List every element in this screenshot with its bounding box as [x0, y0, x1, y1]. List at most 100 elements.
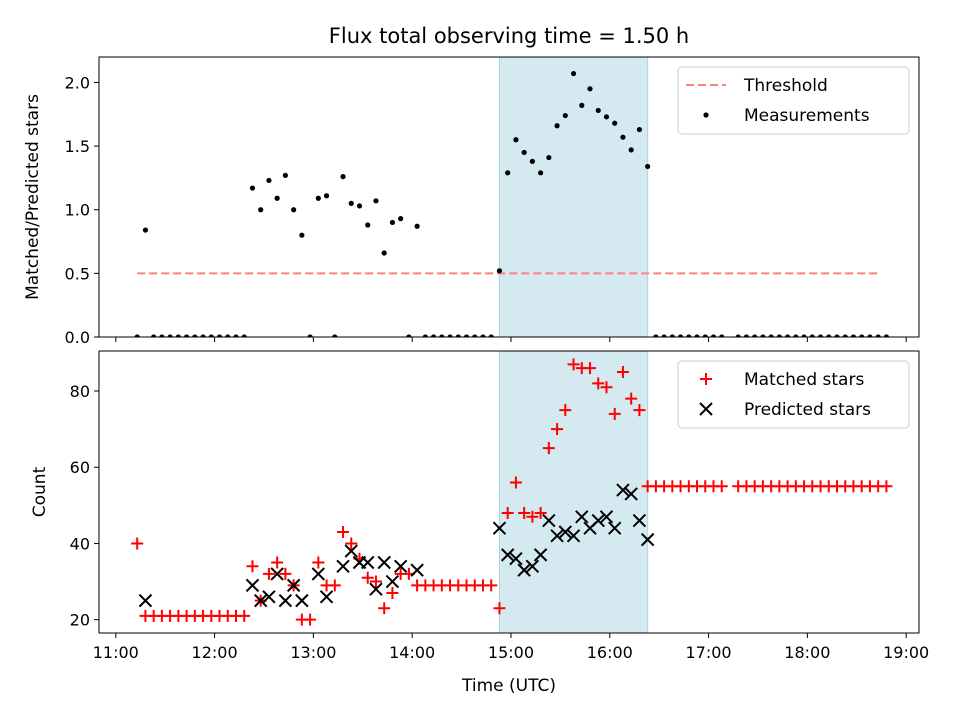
measurement-point	[603, 114, 610, 120]
matched-star-point	[608, 407, 621, 420]
predicted-star-point	[632, 513, 647, 528]
matched-legend-swatch	[700, 373, 712, 385]
measurement-point	[340, 174, 346, 180]
measurement-point	[266, 177, 272, 184]
measurement-point	[208, 334, 214, 337]
measurement-point	[356, 203, 363, 209]
measurement-point	[323, 193, 330, 199]
matched-star-point	[600, 381, 613, 394]
x-tick-label: 11:00	[93, 643, 139, 662]
measurement-point	[661, 334, 667, 337]
predicted-star-point	[640, 532, 655, 547]
measurement-point	[447, 334, 453, 337]
predicted-star-point	[492, 521, 507, 535]
measurement-point	[414, 223, 420, 229]
matched-star-point	[246, 560, 259, 573]
axes-frame	[98, 350, 920, 634]
matched-star-point	[584, 362, 597, 375]
measurement-point	[521, 149, 527, 156]
measurement-point	[817, 334, 824, 337]
matched-star-point	[304, 613, 317, 626]
matched-star-point	[880, 480, 893, 493]
matched-star-point	[551, 423, 564, 436]
matched-star-point	[279, 567, 292, 580]
measurement-point	[686, 334, 692, 337]
x-tick-label: 14:00	[389, 643, 435, 662]
matched-star-point	[493, 602, 506, 615]
predicted-star-point	[599, 510, 614, 524]
predicted-star-point	[525, 559, 540, 574]
legend-label: Predicted stars	[744, 400, 871, 420]
predicted-star-point	[500, 548, 515, 562]
measurement-point	[801, 334, 807, 337]
measurement-point	[200, 334, 206, 337]
legend-label: Threshold	[743, 76, 828, 96]
predicted-star-point	[278, 593, 293, 608]
measurement-point	[183, 334, 190, 337]
matched-star-point	[312, 556, 325, 569]
measurement-point	[735, 334, 741, 337]
legend: Threshold Measurements	[677, 66, 910, 135]
measurement-point	[315, 195, 321, 201]
measurement-point	[463, 334, 470, 337]
y-tick-label: 1.0	[65, 201, 90, 220]
measurement-point	[513, 137, 519, 143]
measurement-point	[883, 334, 889, 337]
measurement-point	[842, 334, 848, 337]
x-tick-label: 17:00	[686, 643, 732, 662]
y-tick-label: 80	[70, 382, 90, 401]
measurement-point	[496, 268, 503, 274]
plot-area	[131, 358, 893, 626]
measurement-point	[587, 86, 593, 92]
y-tick-label: 0.0	[65, 328, 90, 347]
matched-star-point	[328, 579, 341, 592]
plot-area	[134, 70, 889, 337]
measurement-point	[570, 70, 577, 77]
measurement-point	[702, 334, 708, 337]
measurement-point	[760, 334, 766, 337]
measurement-point	[480, 334, 486, 337]
measurement-point	[381, 250, 387, 256]
measurement-point	[274, 195, 280, 201]
measurement-point	[859, 334, 865, 337]
measurement-point	[299, 232, 305, 238]
matched-star-point	[262, 567, 275, 580]
predicted-star-point	[377, 555, 391, 570]
measurement-point	[365, 222, 371, 228]
predicted-star-point	[344, 544, 358, 558]
matched-star-point	[485, 579, 498, 592]
x-tick-label: 18:00	[784, 643, 830, 662]
measurement-point	[694, 334, 700, 337]
y-tick-label: 2.0	[65, 73, 90, 92]
predicted-star-point	[591, 513, 605, 528]
measurement-point	[282, 172, 288, 178]
predicted-star-point	[253, 593, 268, 608]
measurement-point	[612, 120, 618, 126]
measurement-point	[488, 334, 494, 337]
x-tick-label: 13:00	[290, 643, 336, 662]
measurement-point	[505, 170, 511, 176]
measurement-point	[439, 334, 445, 337]
measurement-point	[430, 334, 437, 337]
measurement-point	[472, 334, 478, 337]
measurement-point	[809, 334, 815, 337]
legend-label: Measurements	[744, 106, 870, 126]
y-axis-label: Matched/Predicted stars	[23, 94, 43, 300]
predicted-star-point	[616, 483, 630, 497]
measurement-point	[142, 227, 149, 233]
predicted-star-point	[558, 525, 573, 539]
measurement-point	[159, 334, 165, 337]
x-tick-label: 19:00	[883, 643, 929, 662]
predicted-star-point	[608, 521, 622, 535]
matched-star-point	[567, 358, 580, 371]
measurement-point	[628, 147, 634, 153]
measurement-point	[225, 334, 231, 337]
matched-star-point	[616, 365, 629, 378]
predicted-star-point	[517, 563, 531, 577]
measurement-point	[579, 102, 585, 108]
y-tick-label: 1.5	[65, 137, 90, 156]
measurement-point	[192, 334, 198, 337]
measurement-point	[389, 219, 396, 226]
ratio-panel: 0.0 0.5 1.0 1.5 2.0 Matched/Predicted stars Th…	[23, 56, 920, 347]
